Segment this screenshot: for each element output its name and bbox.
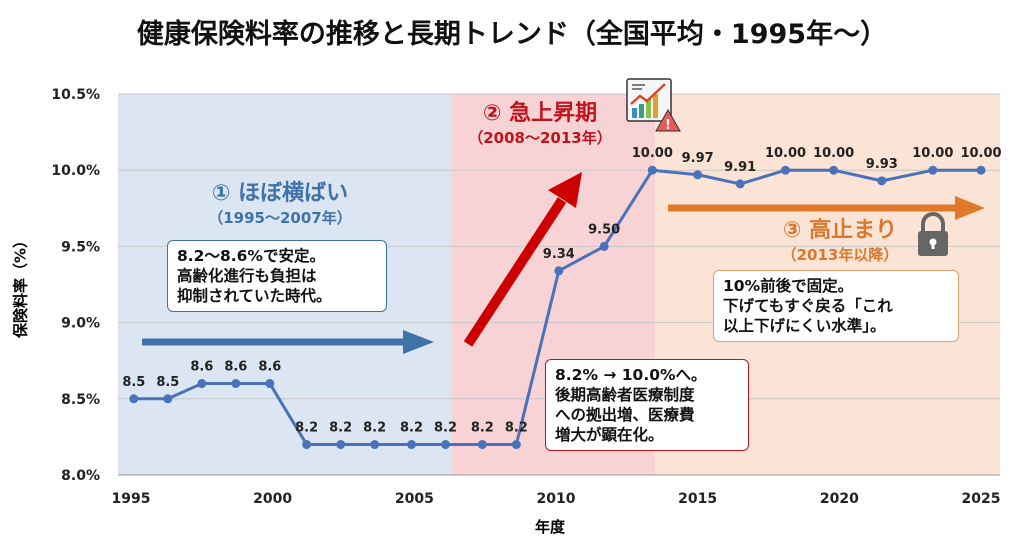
- data-point: [928, 165, 938, 175]
- note-line: への拠出増、医療費: [555, 406, 695, 424]
- data-point: [407, 440, 416, 450]
- data-label: 8.2: [329, 421, 352, 436]
- note-line: 増大が顕在化。: [555, 426, 664, 444]
- data-label: 8.6: [224, 360, 247, 375]
- note-line: 後期高齢者医療制度: [555, 386, 695, 404]
- y-tick-label: 9.5%: [61, 239, 100, 255]
- data-point: [693, 170, 703, 180]
- data-label: 9.93: [866, 157, 898, 172]
- data-label: 8.2: [505, 421, 528, 436]
- data-label: 8.6: [258, 360, 281, 375]
- data-label: 10.00: [813, 146, 854, 161]
- data-point: [511, 440, 521, 450]
- data-label: 9.91: [724, 160, 756, 175]
- y-tick-label: 9.0%: [61, 316, 100, 332]
- data-point: [647, 165, 657, 175]
- data-label: 8.5: [122, 375, 145, 390]
- data-point: [302, 440, 312, 450]
- phase-2-label: ② 急上昇期 （2008〜2013年）: [440, 95, 640, 148]
- chart-title: 健康保険料率の推移と長期トレンド（全国平均・1995年〜）: [136, 19, 888, 50]
- phase-1-label: ① ほぼ横ばい （1995〜2007年）: [160, 175, 400, 228]
- phase-3-note: 10%前後で固定。 下げてもすぐ戻る「これ 以上下げにくい水準」。: [713, 270, 959, 342]
- phase-3-period: （2013年以降）: [781, 246, 899, 264]
- phase-2-period: （2008〜2013年）: [468, 129, 612, 147]
- phase-1-period: （1995〜2007年）: [208, 209, 352, 227]
- y-tick-label: 8.0%: [61, 468, 100, 484]
- trend-arrow-flat: [142, 330, 434, 354]
- data-point: [129, 394, 139, 404]
- x-tick-label: 2000: [253, 491, 292, 507]
- y-axis-label: 保険料率（%）: [11, 232, 30, 339]
- phase-1-title: ① ほぼ横ばい: [211, 181, 349, 206]
- data-label: 8.2: [363, 421, 386, 436]
- note-line: 抑制されていた時代。: [177, 287, 332, 305]
- phase-1-note: 8.2〜8.6%で安定。 高齢化進行も負担は 抑制されていた時代。: [167, 240, 387, 312]
- data-point: [441, 440, 450, 450]
- data-point: [197, 379, 207, 389]
- note-line: 8.2〜8.6%で安定。: [177, 247, 325, 265]
- data-label: 10.00: [912, 146, 953, 161]
- data-label: 8.5: [156, 375, 179, 390]
- data-label: 10.00: [960, 146, 1001, 161]
- data-point: [554, 266, 564, 276]
- data-point: [877, 176, 887, 186]
- data-label: 8.2: [471, 421, 494, 436]
- x-tick-label: 2015: [678, 491, 717, 507]
- x-tick-label: 2020: [820, 491, 859, 507]
- series-line: [133, 168, 981, 447]
- data-point: [781, 165, 790, 175]
- data-point: [231, 379, 241, 389]
- y-tick-label: 10.5%: [51, 87, 100, 103]
- x-tick-label: 1995: [112, 491, 151, 507]
- phase-3-title: ③ 高止まり: [782, 218, 898, 243]
- note-line: 10%前後で固定。: [723, 277, 854, 295]
- data-point: [599, 241, 609, 251]
- x-tick-label: 2005: [395, 491, 434, 507]
- data-point: [477, 440, 487, 450]
- note-line: 下げてもすぐ戻る「これ: [723, 297, 893, 315]
- phase-3-label: ③ 高止まり （2013年以降）: [740, 212, 940, 265]
- data-label: 8.2: [295, 421, 318, 436]
- chart-warning-icon: !: [626, 78, 681, 133]
- data-label: 9.97: [682, 151, 714, 166]
- data-point: [976, 165, 986, 175]
- y-tick-label: 10.0%: [51, 163, 100, 179]
- data-label: 9.34: [543, 247, 575, 262]
- note-line: 8.2% → 10.0%へ。: [555, 366, 707, 384]
- x-tick-label: 2010: [537, 491, 576, 507]
- x-tick-label: 2025: [962, 491, 1001, 507]
- data-label: 8.2: [434, 421, 457, 436]
- data-point: [336, 440, 346, 450]
- phase-2-title: ② 急上昇期: [482, 101, 598, 126]
- data-point: [163, 394, 173, 404]
- data-label: 10.00: [632, 146, 673, 161]
- phase-2-note: 8.2% → 10.0%へ。 後期高齢者医療制度 への拠出増、医療費 増大が顕在…: [545, 359, 749, 451]
- lock-icon: [918, 212, 948, 256]
- y-tick-label: 8.5%: [61, 392, 100, 408]
- note-line: 以上下げにくい水準」。: [723, 317, 886, 335]
- data-label: 8.2: [400, 421, 423, 436]
- data-point: [370, 440, 380, 450]
- data-label: 10.00: [765, 146, 806, 161]
- data-point: [829, 165, 839, 175]
- data-point: [735, 179, 745, 189]
- data-point: [265, 379, 275, 389]
- note-line: 高齢化進行も負担は: [177, 267, 317, 285]
- x-axis-label: 年度: [534, 518, 565, 536]
- data-label: 8.6: [190, 360, 213, 375]
- svg-text:!: !: [665, 118, 671, 133]
- data-label: 9.50: [588, 222, 620, 237]
- trend-arrow-plateau: [668, 196, 985, 220]
- trend-arrow-rise: [463, 172, 582, 347]
